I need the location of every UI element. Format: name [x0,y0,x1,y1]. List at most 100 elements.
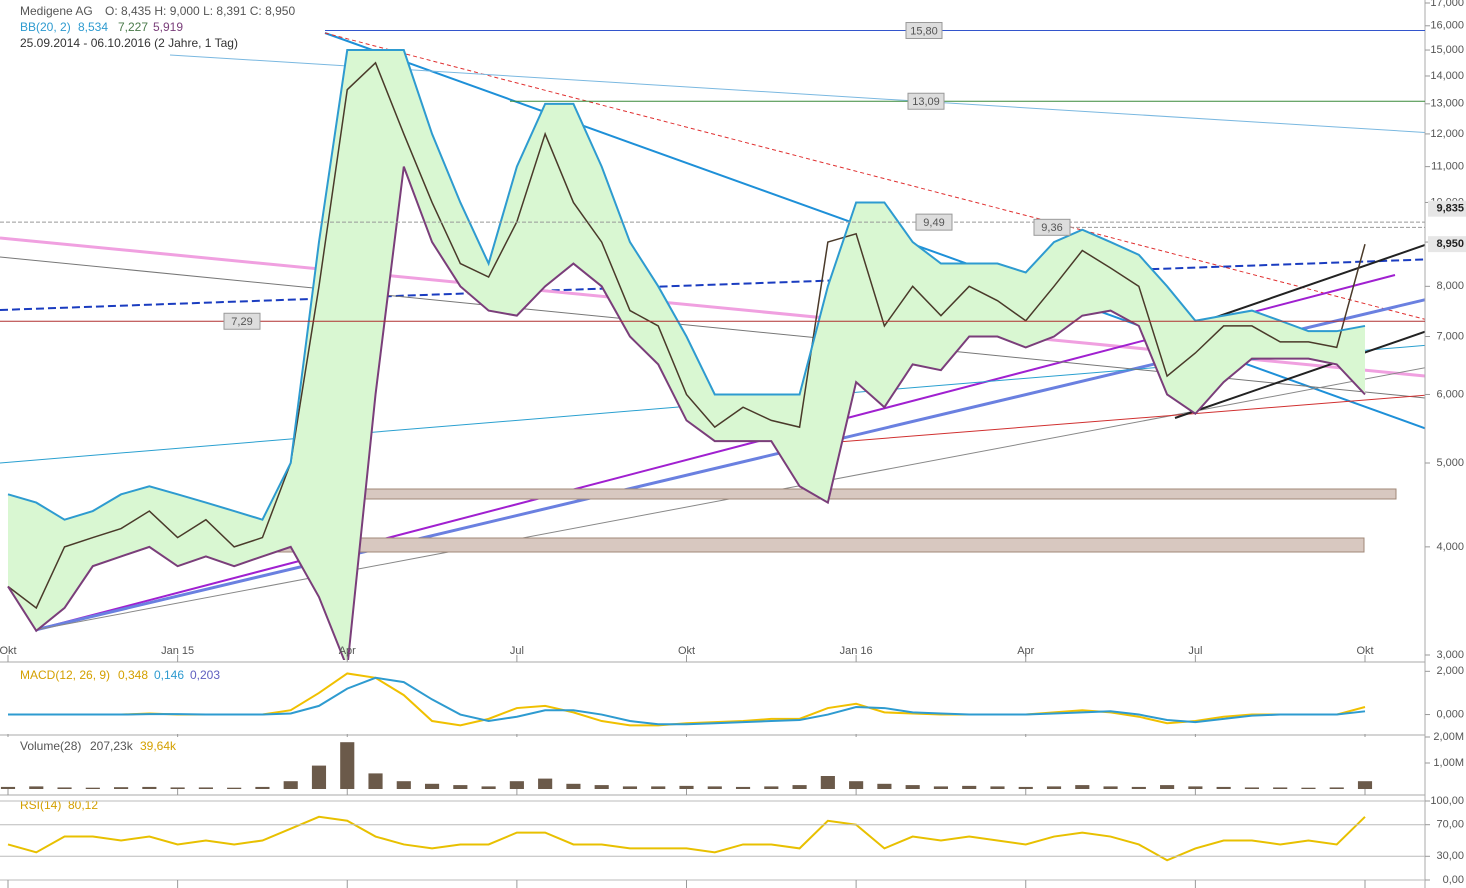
y-tick-label: 13,000 [1430,98,1464,110]
panel-title: RSI(14) [20,798,61,812]
trend-line [324,32,1425,320]
volume-bar [453,785,468,789]
series-line [7,49,1366,521]
y-tick-label: 30,00 [1436,850,1464,862]
price-label-box [1428,236,1466,253]
volume-bar [29,786,44,789]
x-tick-label: Okt [1356,645,1373,657]
volume-bar [1046,786,1062,789]
volume-bar [707,786,722,789]
indicator: BB(20, 2) [20,20,71,34]
volume-bar [594,785,609,789]
x-tick-label: Jul [1188,645,1202,657]
volume-bar [962,785,977,789]
series-line [7,815,1366,862]
volume-bar [1103,786,1118,789]
level-label-box [905,22,943,40]
volume-bar [1131,786,1146,789]
volume-bar [0,786,16,789]
y-tick-label: 100,00 [1430,795,1464,807]
volume-bar [792,785,807,789]
bollinger-band [8,50,1365,660]
x-tick-label: Okt [678,645,695,657]
volume-bar [820,776,835,789]
volume-bar [679,785,694,789]
panel [0,742,1373,789]
volume-bar [85,787,100,789]
panel [7,815,1366,862]
y-tick-label: 0,00 [1443,874,1464,886]
volume-bar [1357,781,1373,789]
volume-bar [933,786,949,789]
y-tick-label: 0,000 [1436,708,1464,720]
volume-bar [735,786,751,789]
y-tick-label: 2,00M [1433,731,1464,743]
x-tick-label: Jan 16 [840,645,873,657]
y-tick-label: 5,000 [1436,457,1464,469]
price-label: 8,950 [1436,238,1464,250]
panel [8,672,1366,727]
y-tick-label: 14,000 [1430,70,1464,82]
y-tick-label: 2,000 [1436,665,1464,677]
y-tick-label: 7,000 [1436,330,1464,342]
x-tick-label: Okt [0,645,17,657]
level-label: 13,09 [912,96,940,108]
volume-bar [1075,785,1090,789]
trend-line [799,394,1425,446]
volume-bar [905,785,920,789]
volume-bar [849,781,864,789]
panel-title: Volume(28) [20,739,81,753]
volume-bar [340,742,355,789]
x-tick-label: Jul [510,645,524,657]
trend-line [0,258,1425,311]
x-tick-label: Apr [339,645,356,657]
volume-bar [396,781,411,789]
y-tick-label: 3,000 [1436,649,1464,661]
channel-line [1174,330,1425,419]
series-line [7,166,1366,660]
level-label-box [223,312,261,330]
volume-bar [57,787,72,789]
y-tick-label: 4,000 [1436,541,1464,553]
volume-bar [198,787,213,789]
panel-value: 39,64k [140,739,177,753]
volume-bar [1188,786,1203,789]
zone [264,537,1365,553]
volume-bar [990,786,1005,789]
y-tick-label: 6,000 [1436,388,1464,400]
volume-bar [622,786,638,789]
volume-bar [566,783,581,789]
volume-bar [764,786,779,789]
panel-value: 80,12 [68,798,98,812]
level-label-box [1033,218,1071,236]
volume-bar [114,787,129,789]
volume-bar [1216,786,1231,789]
y-tick-label: 12,000 [1430,128,1464,140]
volume-bar [1018,786,1033,789]
volume-bar [368,773,383,789]
panel-title: MACD(12, 26, 9) [20,668,110,682]
volume-bar [509,781,524,789]
volume-bar [142,786,157,789]
volume-bar [227,787,242,789]
level-label-box [915,213,953,231]
volume-bar [1301,787,1316,789]
volume-bar [255,786,270,789]
y-tick-label: 16,000 [1430,20,1464,32]
volume-bar [538,778,553,789]
panel-value: 0,146 [154,668,184,682]
indicator-value: 8,534 [78,20,108,34]
indicator-value: 5,919 [153,20,183,34]
panel [0,30,1425,660]
y-tick-label: 15,000 [1430,44,1464,56]
y-tick-label: 11,000 [1431,161,1464,173]
volume-bar [651,786,666,789]
volume-bar [1160,785,1175,789]
panel-value: 0,203 [190,668,220,682]
volume-bar [1329,787,1344,789]
level-label: 9,36 [1041,222,1062,234]
x-tick-label: Apr [1017,645,1034,657]
y-tick-label: 17,000 [1430,0,1464,9]
series-line [7,61,1366,610]
date-range: 25.09.2014 - 06.10.2016 (2 Jahre, 1 Tag) [20,36,238,50]
